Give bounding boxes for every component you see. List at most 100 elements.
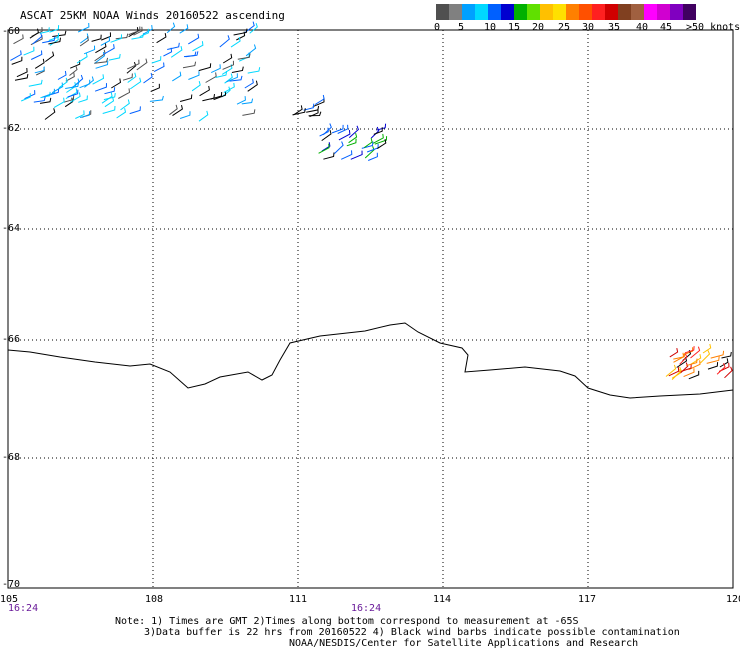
wind-barb [122, 73, 133, 81]
wind-barb [91, 34, 102, 42]
wind-barb [179, 111, 191, 119]
wind-barb [700, 350, 711, 364]
wind-barb [83, 45, 96, 55]
wind-barb [668, 367, 680, 377]
wind-barb [170, 45, 183, 58]
wind-barb [66, 82, 77, 93]
wind-barb [361, 141, 374, 149]
wind-barb [226, 73, 238, 83]
wind-barb [39, 97, 52, 104]
note-line-1: Note: 1) Times are GMT 2)Times along bot… [115, 616, 579, 627]
wind-barb [136, 58, 148, 71]
wind-barb [32, 32, 43, 45]
wind-barb [101, 32, 112, 41]
wind-barb [127, 72, 137, 83]
legend-swatch [657, 4, 670, 20]
wind-barb [363, 137, 373, 149]
wind-barb [198, 63, 212, 72]
wind-barb [191, 80, 201, 92]
wind-barb [293, 105, 303, 116]
wind-barb [39, 27, 50, 34]
wind-barb [77, 22, 90, 33]
wind-barb [79, 111, 91, 118]
wind-barb [192, 41, 204, 52]
legend-swatch [449, 4, 462, 20]
wind-barb [156, 33, 167, 44]
wind-barb [129, 106, 141, 115]
wind-barb [42, 36, 56, 44]
wind-barb [249, 23, 258, 34]
wind-barb [126, 61, 137, 74]
time-label-center: 16:24 [351, 603, 382, 614]
wind-barb [79, 79, 91, 89]
wind-barb [308, 111, 322, 117]
wind-barb [118, 88, 131, 99]
wind-barb [236, 96, 246, 105]
wind-barb [133, 26, 143, 36]
wind-barb [321, 142, 331, 152]
wind-barb [683, 368, 695, 378]
legend-label: >50 knots [686, 22, 740, 33]
wind-barb [150, 83, 160, 92]
wind-barb [213, 91, 227, 101]
wind-barb [679, 353, 688, 365]
wind-barb [346, 138, 357, 147]
wind-barb [372, 133, 384, 144]
wind-barb [24, 90, 36, 100]
wind-barb [318, 143, 330, 154]
wind-barb [64, 97, 74, 108]
latitude-tick: -68 [2, 452, 21, 463]
wind-barb [63, 95, 75, 103]
wind-barb [167, 42, 180, 50]
legend-label: 45 [660, 22, 673, 33]
wind-barb [368, 152, 378, 161]
wind-barb [238, 52, 250, 62]
time-label-left: 16:24 [8, 603, 39, 614]
wind-barb [58, 77, 68, 89]
wind-barb [364, 146, 375, 159]
wind-barb [322, 123, 332, 136]
wind-barb [102, 105, 116, 114]
plot-title: ASCAT 25KM NOAA Winds 20160522 ascending [20, 9, 285, 22]
latitude-tick: -70 [2, 579, 21, 590]
wind-barb [76, 52, 88, 64]
wind-barb [205, 72, 217, 83]
wind-barb [128, 26, 141, 36]
wind-barb [222, 60, 235, 70]
wind-barb [103, 92, 116, 101]
wind-barb [100, 36, 111, 46]
wind-barb [52, 30, 67, 37]
wind-barb [244, 78, 254, 89]
wind-barb [374, 136, 388, 145]
wind-barb [51, 82, 64, 94]
latitude-tick: -62 [2, 123, 21, 134]
wind-barb [65, 82, 80, 89]
wind-barb [65, 88, 78, 100]
wind-barb [348, 125, 359, 138]
wind-barb [188, 71, 200, 80]
wind-barb [149, 95, 164, 102]
wind-barb [292, 108, 306, 116]
wind-barb [67, 89, 79, 98]
wind-barb [306, 105, 320, 113]
wind-barb [65, 72, 75, 82]
wind-barb [669, 347, 679, 358]
wind-barb [75, 110, 85, 119]
wind-barb [45, 51, 55, 63]
wind-barb [231, 66, 244, 73]
legend-swatch [462, 4, 475, 20]
legend-swatch [618, 4, 631, 20]
wind-barb [376, 123, 387, 131]
legend-label: 30 [582, 22, 595, 33]
legend-swatch [683, 4, 696, 20]
wind-barb [48, 37, 61, 45]
wind-barb [370, 126, 380, 139]
wind-barb [724, 366, 733, 379]
legend-label: 20 [532, 22, 545, 33]
legend-swatch [475, 4, 488, 20]
wind-barb [221, 86, 231, 98]
wind-barb [71, 78, 80, 89]
wind-barb [95, 42, 107, 54]
legend-label: 15 [508, 22, 521, 33]
wind-barb [241, 98, 254, 105]
